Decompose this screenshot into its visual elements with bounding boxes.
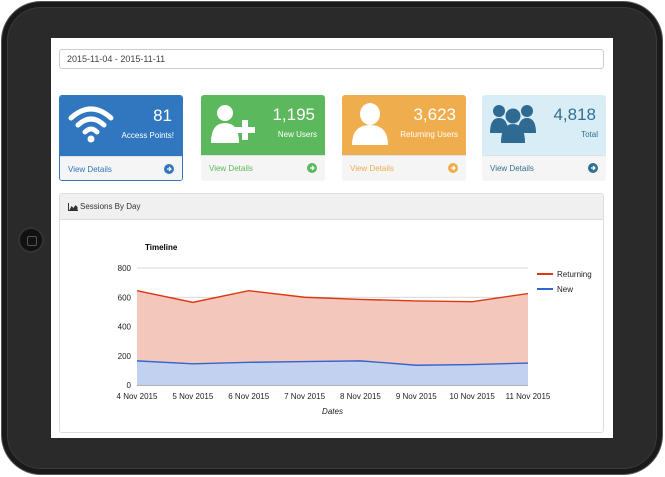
- y-tick-label: 400: [118, 323, 132, 332]
- x-tick-label: 11 Nov 2015: [506, 392, 551, 401]
- access-points-footer[interactable]: View Details: [60, 156, 182, 180]
- new-users-label: New Users: [277, 130, 317, 139]
- area-returning: [137, 290, 528, 385]
- add-user-icon: [211, 105, 255, 143]
- arrow-circle-right-icon[interactable]: [164, 164, 174, 174]
- returning-users-value: 3,623: [413, 105, 456, 124]
- date-range-input[interactable]: 2015-11-04 - 2015-11-11: [59, 49, 604, 69]
- y-tick-label: 0: [127, 381, 132, 390]
- new-users-footer[interactable]: View Details: [201, 155, 325, 181]
- returning-users-footer[interactable]: View Details: [342, 155, 466, 181]
- access-points-card[interactable]: 81 Access Points! View Details: [59, 95, 183, 181]
- new-users-card-header: 1,195 New Users: [201, 95, 325, 155]
- new-users-view-details-link[interactable]: View Details: [209, 164, 253, 173]
- y-tick-label: 200: [118, 352, 132, 361]
- wifi-icon: [68, 106, 114, 143]
- dashboard-screen: 2015-11-04 - 2015-11-11 81 Access Points…: [51, 38, 613, 438]
- returning-users-label: Returning Users: [400, 130, 458, 139]
- total-value: 4,818: [553, 105, 596, 124]
- x-tick-label: 6 Nov 2015: [228, 392, 269, 401]
- total-card-header: 4,818 Total: [482, 95, 606, 155]
- access-points-value: 81: [153, 106, 172, 125]
- x-tick-label: 7 Nov 2015: [284, 392, 325, 401]
- total-label: Total: [581, 130, 598, 139]
- legend-label: New: [557, 285, 573, 294]
- access-points-card-header: 81 Access Points!: [60, 96, 182, 156]
- returning-users-card[interactable]: 3,623 Returning Users View Details: [342, 95, 466, 181]
- x-tick-label: 9 Nov 2015: [396, 392, 437, 401]
- new-users-card[interactable]: 1,195 New Users View Details: [201, 95, 325, 181]
- access-points-view-details-link[interactable]: View Details: [68, 165, 112, 174]
- line-returning: [136, 289, 529, 304]
- new-users-value: 1,195: [272, 105, 315, 124]
- total-footer[interactable]: View Details: [482, 155, 606, 181]
- user-icon: [352, 103, 388, 145]
- x-axis-label: Dates: [322, 407, 343, 416]
- line-new: [136, 360, 529, 366]
- panel-title: Sessions By Day: [80, 202, 141, 211]
- home-button[interactable]: [18, 227, 44, 253]
- users-group-icon: [490, 105, 536, 143]
- returning-users-card-header: 3,623 Returning Users: [342, 95, 466, 155]
- sessions-by-day-panel: Sessions By Day Timeline 0 200 400 600 800 4 N…: [59, 193, 604, 433]
- y-tick-label: 600: [118, 293, 132, 302]
- y-tick-label: 800: [118, 264, 132, 273]
- panel-header: Sessions By Day: [60, 194, 603, 220]
- x-tick-label: 8 Nov 2015: [340, 392, 381, 401]
- sessions-chart: Timeline 0 200 400 600 800 4 Nov 2015 5 Nov 201…: [117, 243, 592, 416]
- x-tick-label: 4 Nov 2015: [117, 392, 158, 401]
- arrow-circle-right-icon[interactable]: [588, 163, 598, 173]
- area-chart-icon: [68, 203, 78, 211]
- total-card[interactable]: 4,818 Total View Details: [482, 95, 606, 181]
- x-tick-label: 10 Nov 2015: [449, 392, 495, 401]
- access-points-label: Access Points!: [121, 131, 174, 140]
- area-new: [137, 360, 528, 385]
- arrow-circle-right-icon[interactable]: [307, 163, 317, 173]
- chart-title: Timeline: [145, 243, 178, 252]
- arrow-circle-right-icon[interactable]: [448, 163, 458, 173]
- total-view-details-link[interactable]: View Details: [490, 164, 534, 173]
- returning-users-view-details-link[interactable]: View Details: [350, 164, 394, 173]
- legend-label: Returning: [557, 270, 592, 279]
- x-tick-label: 5 Nov 2015: [172, 392, 213, 401]
